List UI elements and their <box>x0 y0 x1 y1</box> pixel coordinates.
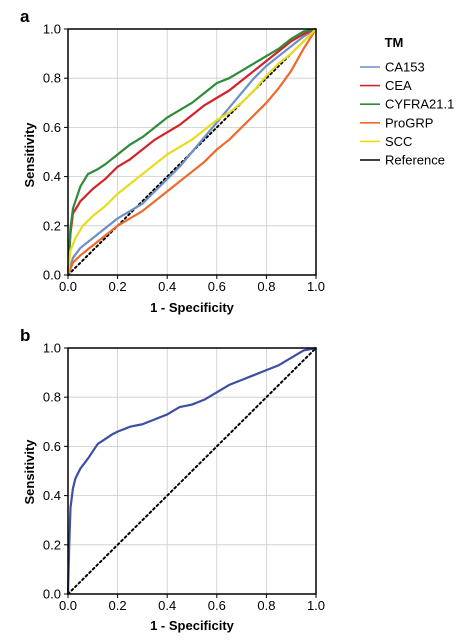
legend-label-reference: Reference <box>385 153 445 168</box>
x-tick-label: 0.4 <box>158 598 176 613</box>
plot-frame-a <box>67 28 317 276</box>
x-tick-label: 0.4 <box>158 279 176 294</box>
panel-label-b: b <box>20 326 30 345</box>
x-tick-label: 0.8 <box>257 598 275 613</box>
x-tick-label: 0.0 <box>59 279 77 294</box>
x-tick-labels-b: 0.0 0.2 0.4 0.6 0.8 1.0 <box>59 594 325 613</box>
y-tick-label: 0.8 <box>43 390 61 405</box>
y-tick-label: 0.0 <box>43 268 61 283</box>
y-axis-title-b: Sensitivity <box>22 439 37 505</box>
chart-panel-b: b 0.0 0.2 0.4 0.6 0.8 1.0 0.00.20.40.60.81.0 … <box>20 326 325 633</box>
x-tick-label: 1.0 <box>307 598 325 613</box>
series-line-curve-1 <box>67 347 317 595</box>
y-tick-label: 1.0 <box>43 22 61 37</box>
x-axis-title-a: 1 - Specificity <box>150 300 235 315</box>
y-tick-labels-b: 0.0 0.2 0.4 0.6 0.8 1.0 <box>43 341 68 602</box>
x-tick-label: 0.2 <box>109 598 127 613</box>
legend-label-progrp: ProGRP <box>385 115 433 130</box>
legend-label-scc: SCC <box>385 134 412 149</box>
plot-frame-b <box>67 347 317 595</box>
x-tick-label: 1.0 <box>307 279 325 294</box>
y-tick-label: 0.8 <box>43 71 61 86</box>
chart-panel-a: a 0.0 0.2 0.4 0.6 0.8 1.0 0.00.20.40.60.81.0 … <box>20 7 454 315</box>
legend-title: TM <box>385 35 404 50</box>
series-line-progrp <box>66 28 317 276</box>
y-tick-labels-a: 0.0 0.2 0.4 0.6 0.8 1.0 <box>43 22 68 283</box>
series-line-cea <box>66 27 317 276</box>
x-tick-labels-a: 0.0 0.2 0.4 0.6 0.8 1.0 <box>59 275 325 294</box>
legend-label-ca153: CA153 <box>385 60 425 75</box>
series-line-scc <box>66 28 317 276</box>
y-tick-label: 0.0 <box>43 587 61 602</box>
reference-diagonal-b <box>67 347 317 595</box>
series-line-ca153 <box>66 28 317 276</box>
y-tick-label: 0.6 <box>43 120 61 135</box>
y-tick-label: 0.2 <box>43 218 61 233</box>
x-tick-label: 0.6 <box>208 279 226 294</box>
legend-label-cea: CEA <box>385 78 412 93</box>
panel-label-a: a <box>20 7 30 26</box>
series-line-curve-0 <box>66 346 317 595</box>
x-tick-label: 0.6 <box>208 598 226 613</box>
x-tick-label: 0.2 <box>109 279 127 294</box>
y-tick-label: 0.4 <box>43 488 61 503</box>
x-tick-label: 0.8 <box>257 279 275 294</box>
y-axis-title-a: Sensitivity <box>22 122 37 188</box>
series-line-cyfra21-1 <box>66 27 317 276</box>
x-tick-label: 0.0 <box>59 598 77 613</box>
series-lines-a <box>66 27 317 276</box>
x-axis-title-b: 1 - Specificity <box>150 618 235 633</box>
y-tick-label: 1.0 <box>43 341 61 356</box>
y-tick-label: 0.2 <box>43 537 61 552</box>
y-tick-label: 0.6 <box>43 439 61 454</box>
legend-a: TM CA153 CEA CYFRA21.1 ProGRP SCC Reference <box>360 35 454 168</box>
legend-label-cyfra21-1: CYFRA21.1 <box>385 97 454 112</box>
y-tick-label: 0.4 <box>43 169 61 184</box>
series-lines-b <box>66 346 317 595</box>
